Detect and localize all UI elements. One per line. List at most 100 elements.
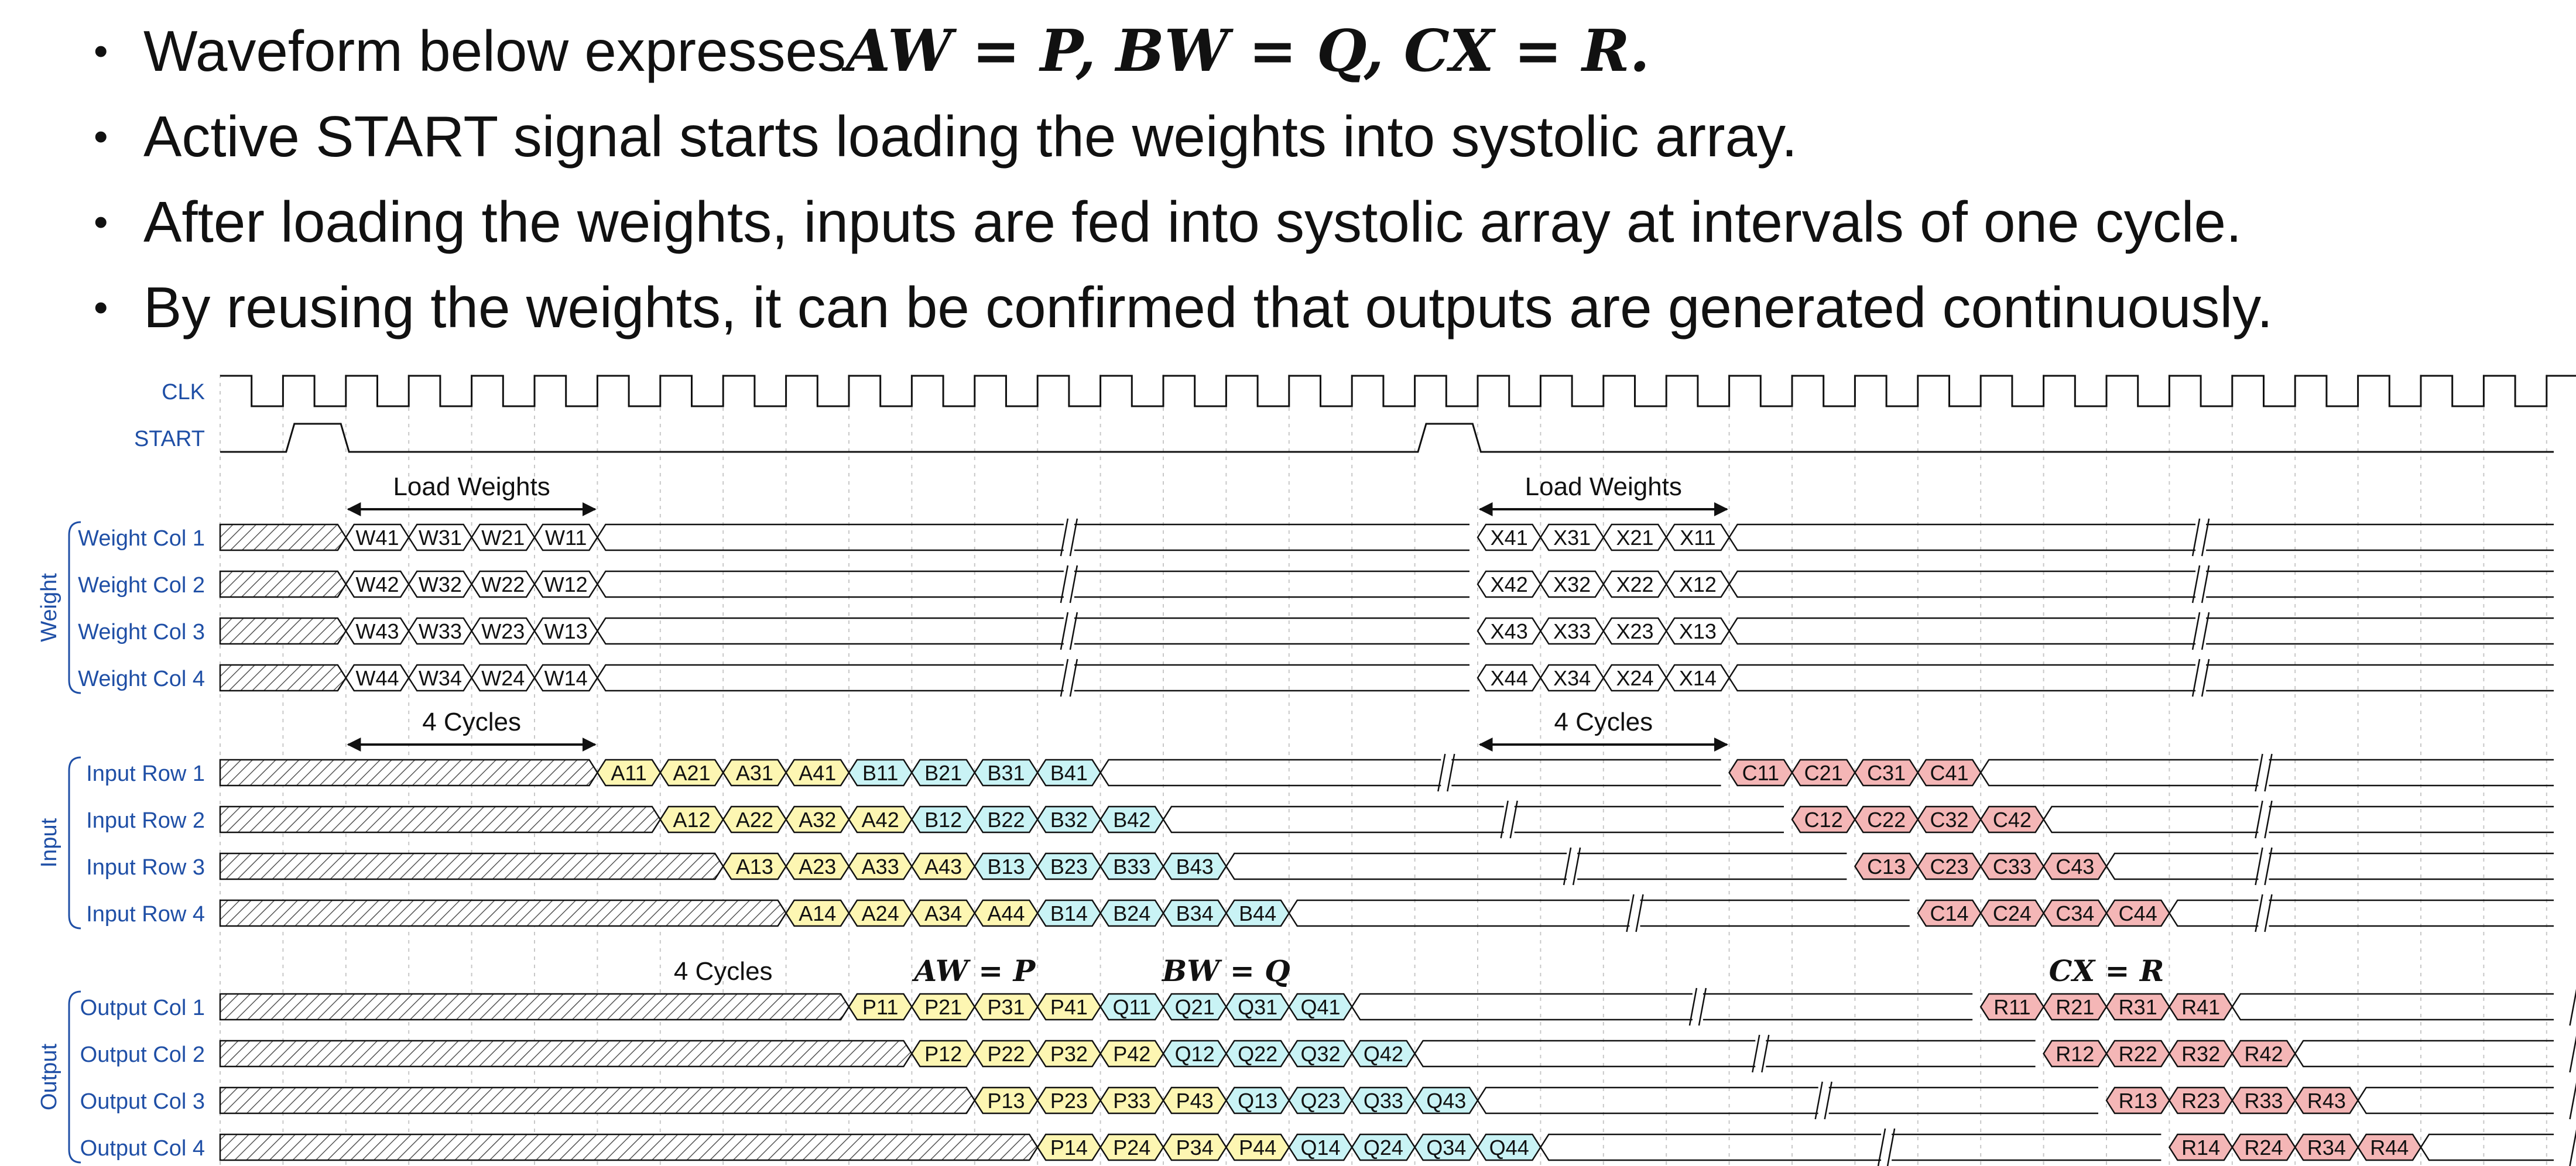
bus-cell-value: B22 xyxy=(987,808,1025,832)
bus-cell: W42 xyxy=(345,570,410,598)
bus-cell-value: W14 xyxy=(544,666,588,690)
bus-cell-value: Q33 xyxy=(1364,1089,1403,1113)
break-mark xyxy=(1688,987,1698,1026)
bus-cell-value: R31 xyxy=(2119,995,2157,1019)
bus-cell: A43 xyxy=(910,852,976,880)
undefined-region xyxy=(219,570,347,598)
bullet-text: Waveform below expresses xyxy=(143,18,847,83)
break-mark xyxy=(1635,894,1644,932)
bus-cell-value: C32 xyxy=(1930,808,1968,832)
bus-cell: X44 xyxy=(1477,664,1542,692)
bus-cell: A32 xyxy=(785,805,850,834)
bus-cell-value: A31 xyxy=(736,761,773,785)
bus-cell: C22 xyxy=(1854,805,1919,834)
break-mark xyxy=(1824,1081,1832,1120)
bus-cell-value: X42 xyxy=(1491,572,1528,596)
bus-cell-value: Q12 xyxy=(1175,1042,1215,1066)
bus-cell: X22 xyxy=(1602,570,1667,598)
bullet-math: AW = P, BW = Q, CX = R. xyxy=(846,17,1650,85)
bus-cell: W11 xyxy=(533,523,598,551)
bus-cell: B24 xyxy=(1099,899,1164,927)
bus-cell-value: A33 xyxy=(862,855,899,879)
break-mark xyxy=(1069,659,1078,697)
bus-cell-value: W11 xyxy=(545,526,587,550)
bus-cell-value: Q13 xyxy=(1238,1089,1277,1113)
break-gap xyxy=(1441,754,1452,791)
bus-idle xyxy=(2169,899,2554,927)
bus-cell: C12 xyxy=(1791,805,1856,834)
bus-cell-value: C11 xyxy=(1742,761,1779,785)
break-mark xyxy=(2264,894,2273,932)
bus-cell: W24 xyxy=(471,664,536,692)
signal-waveforms: W41 W31 W21 W11 X41 X31 X21 X11 W42 W32 W22 W12 X42 X… xyxy=(219,375,2576,1166)
bus-cell-value: Q11 xyxy=(1113,995,1151,1019)
break-gap xyxy=(2195,659,2207,697)
bus-cell: C14 xyxy=(1917,899,1982,927)
bus-cell: P23 xyxy=(1036,1086,1102,1114)
bus-cell-value: C41 xyxy=(1930,761,1968,785)
bus-cell: X24 xyxy=(1602,664,1667,692)
group-bracket xyxy=(68,756,81,930)
bus-cell: Q32 xyxy=(1288,1040,1353,1068)
bus-cell: R34 xyxy=(2294,1133,2359,1161)
bus-cell-value: B33 xyxy=(1113,855,1150,879)
bus-cell-value: C44 xyxy=(2119,901,2157,925)
undefined-region xyxy=(219,805,662,834)
break-mark xyxy=(1877,1128,1886,1166)
bus-cell: Q33 xyxy=(1351,1086,1416,1114)
break-mark xyxy=(1447,753,1455,792)
undefined-region xyxy=(219,523,347,551)
bus-idle xyxy=(1980,759,2554,787)
bus-cell: C34 xyxy=(2043,899,2108,927)
bus-cell-value: B24 xyxy=(1113,901,1150,925)
bus-cell: X43 xyxy=(1477,617,1542,645)
break-gap xyxy=(1063,612,1074,650)
bus-idle xyxy=(2231,993,2554,1021)
bus-cell-value: R13 xyxy=(2119,1089,2157,1113)
bus-cell-value: A44 xyxy=(987,901,1025,925)
bus-cell: P22 xyxy=(974,1040,1039,1068)
bus-cell-value: W41 xyxy=(355,526,399,550)
equation-label: CX = R xyxy=(2049,954,2164,988)
bus-cell-value: P43 xyxy=(1176,1089,1214,1113)
bullet-item: • By reusing the weights, it can be confi… xyxy=(94,269,2273,345)
bus-cell-value: R32 xyxy=(2181,1042,2220,1066)
break-mark xyxy=(1069,565,1078,603)
bus-cell-value: Q34 xyxy=(1426,1136,1466,1160)
bus-cell-value: Q14 xyxy=(1300,1136,1340,1160)
break-mark xyxy=(2191,612,2201,650)
group-label-weight: Weight xyxy=(37,573,61,642)
bus-cell-value: C24 xyxy=(1993,901,2032,925)
bus-cell-value: X34 xyxy=(1553,666,1591,690)
bus-cell: R12 xyxy=(2043,1040,2108,1068)
undefined-region xyxy=(219,852,724,880)
bus-cell-value: W12 xyxy=(544,572,588,596)
bus-cell-value: C42 xyxy=(1993,808,2032,832)
annotation-label: Load Weights xyxy=(1525,472,1682,501)
break-mark xyxy=(1060,565,1069,603)
bus-cell-value: R34 xyxy=(2307,1136,2346,1160)
bus-idle xyxy=(1728,570,2554,598)
bus-cell-value: A42 xyxy=(862,808,899,832)
bus-cell: C31 xyxy=(1854,759,1919,787)
bus-idle xyxy=(1351,993,1973,1021)
bus-cell-value: B34 xyxy=(1176,901,1214,925)
row-label: Input Row 1 xyxy=(86,762,205,786)
bus-cell: A33 xyxy=(848,852,913,880)
bus-cell-value: C31 xyxy=(1867,761,1906,785)
break-mark xyxy=(2264,753,2273,792)
bus-cell: B12 xyxy=(910,805,976,834)
undefined-region xyxy=(219,899,787,927)
bus-cell-value: A12 xyxy=(673,808,710,832)
row-label: Weight Col 1 xyxy=(78,526,205,551)
bus-cell-value: B11 xyxy=(862,761,898,785)
bus-cell: R14 xyxy=(2168,1133,2234,1161)
clk-label: CLK xyxy=(162,380,205,404)
bus-cell-value: A34 xyxy=(924,901,962,925)
bus-cell: W23 xyxy=(471,617,536,645)
bus-cell: C11 xyxy=(1728,759,1793,787)
bus-cell: P14 xyxy=(1036,1133,1102,1161)
break-mark xyxy=(2255,894,2263,932)
bus-cell-value: B41 xyxy=(1050,761,1088,785)
bus-cell: R22 xyxy=(2105,1040,2170,1068)
